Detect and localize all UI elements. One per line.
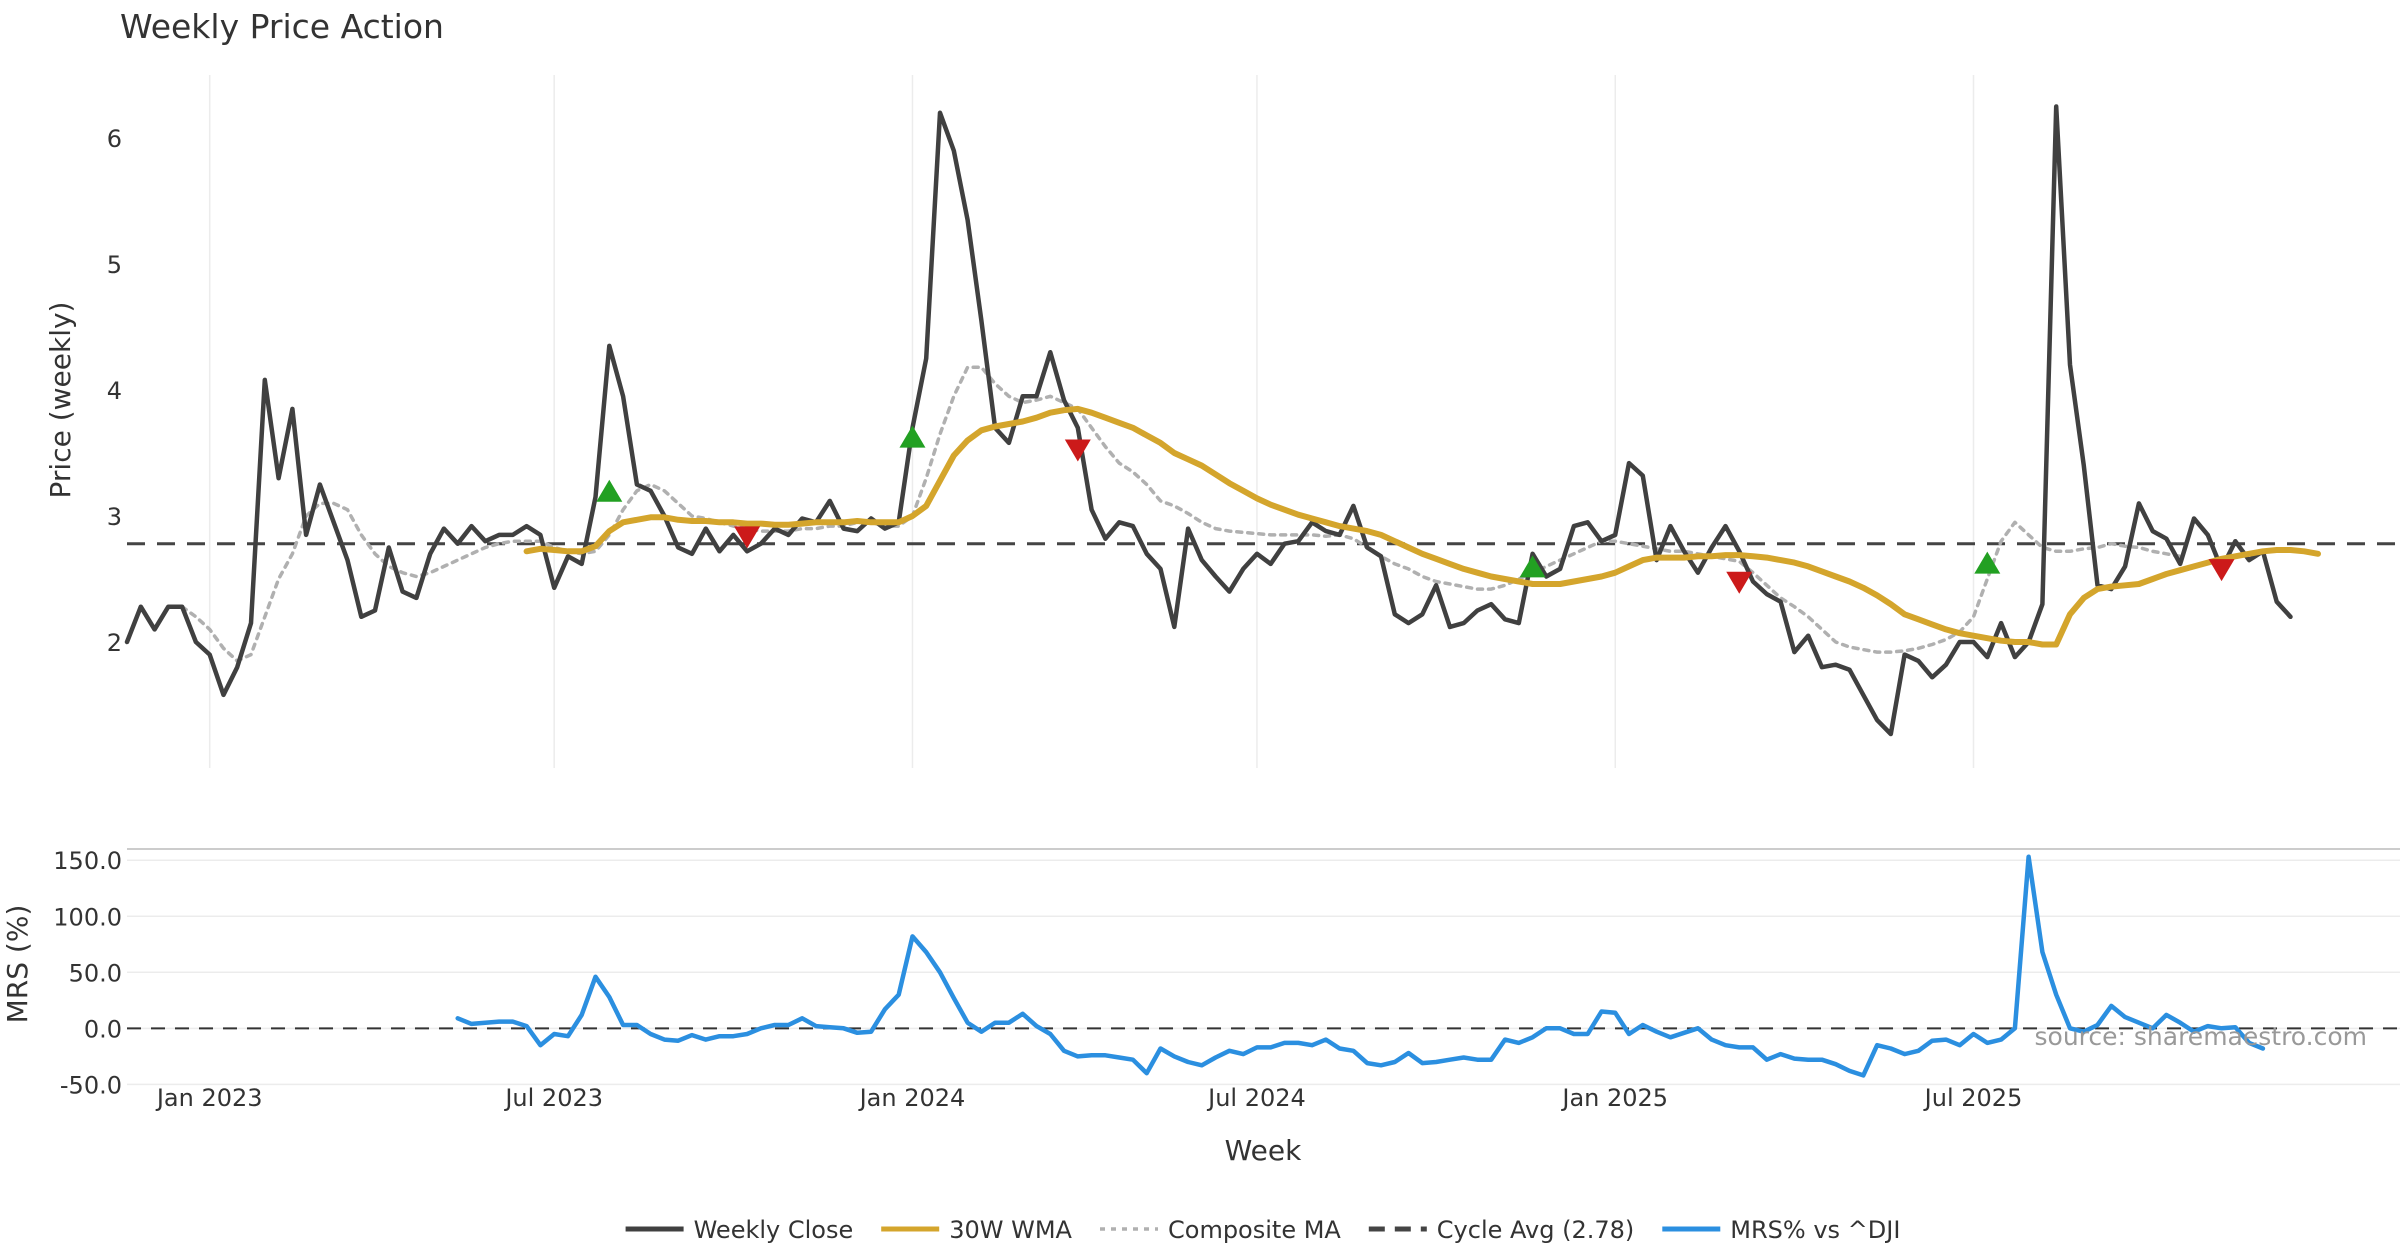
x-tick-5: Jul 2025 xyxy=(1923,1084,2023,1112)
series-30w-wma xyxy=(523,405,2321,648)
buy-signal-2 xyxy=(1519,555,1546,578)
x-axis-ticks: Jan 2023 Jul 2023 Jan 2024 Jul 2024 Jan 2025… xyxy=(155,1084,2023,1112)
price-y-tick-1: 3 xyxy=(107,503,122,531)
price-y-axis-label: Price (weekly) xyxy=(44,302,77,499)
mrs-y-tick-3: 100.0 xyxy=(53,903,122,931)
legend-label-1: 30W WMA xyxy=(949,1216,1072,1244)
x-tick-1: Jul 2023 xyxy=(503,1084,603,1112)
legend-item-3: Cycle Avg (2.78) xyxy=(1368,1216,1634,1244)
buy-signal-3 xyxy=(1974,551,2001,574)
chart-title: Weekly Price Action xyxy=(120,7,444,46)
x-tick-3: Jul 2024 xyxy=(1206,1084,1306,1112)
sell-signal-1 xyxy=(1064,439,1091,462)
x-axis-label: Week xyxy=(1225,1134,1302,1167)
x-tick-2: Jan 2024 xyxy=(858,1084,966,1112)
price-y-tick-3: 5 xyxy=(107,251,122,279)
legend-item-0: Weekly Close xyxy=(625,1216,854,1244)
price-series xyxy=(124,104,2321,737)
mrs-y-axis-label: MRS (%) xyxy=(1,905,34,1024)
price-y-ticks: 2 3 4 5 6 xyxy=(107,125,122,657)
mrs-y-tick-0: -50.0 xyxy=(60,1071,122,1099)
buy-signal-0 xyxy=(596,479,623,502)
price-y-tick-0: 2 xyxy=(107,629,122,657)
price-y-tick-4: 6 xyxy=(107,125,122,153)
legend-label-2: Composite MA xyxy=(1168,1216,1341,1244)
sell-signal-2 xyxy=(1726,571,1753,594)
x-tick-4: Jan 2025 xyxy=(1560,1084,1668,1112)
series-mrs xyxy=(455,854,2266,1078)
mrs-y-tick-2: 50.0 xyxy=(69,959,122,987)
legend-item-2: Composite MA xyxy=(1100,1216,1341,1244)
mrs-y-tick-4: 150.0 xyxy=(53,847,122,875)
mrs-y-tick-1: 0.0 xyxy=(84,1015,122,1043)
x-tick-0: Jan 2023 xyxy=(155,1084,263,1112)
mrs-series xyxy=(455,854,2266,1078)
source-note: source: sharemaestro.com xyxy=(2035,1022,2368,1051)
legend: Weekly Close 30W WMA Composite MA Cycle Avg… xyxy=(625,1216,1900,1244)
legend-label-3: Cycle Avg (2.78) xyxy=(1437,1216,1634,1244)
series-composite-ma xyxy=(180,365,2182,663)
sell-signal-0 xyxy=(734,526,761,549)
mrs-y-ticks: -50.0 0.0 50.0 100.0 150.0 xyxy=(53,847,122,1099)
signal-markers xyxy=(596,425,2235,594)
legend-item-1: 30W WMA xyxy=(881,1216,1073,1244)
sell-signal-3 xyxy=(2208,559,2235,582)
legend-label-0: Weekly Close xyxy=(694,1216,854,1244)
price-panel-grid xyxy=(208,75,1975,768)
legend-item-4: MRS% vs ^DJI xyxy=(1662,1216,1900,1244)
legend-label-4: MRS% vs ^DJI xyxy=(1730,1216,1900,1244)
price-y-tick-2: 4 xyxy=(107,377,122,405)
buy-signal-1 xyxy=(899,425,926,448)
series-weekly-close xyxy=(124,104,2293,737)
